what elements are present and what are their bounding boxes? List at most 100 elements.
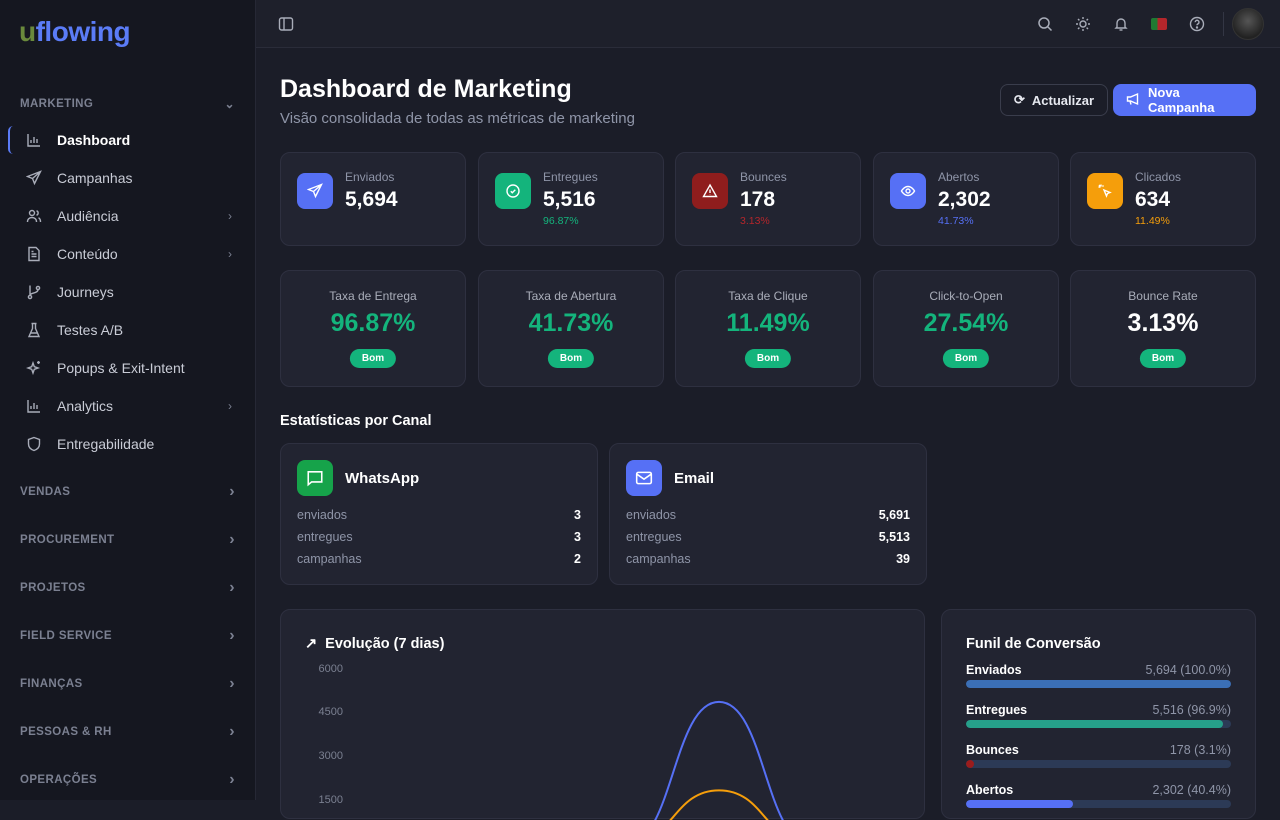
funnel-title: Funil de Conversão: [966, 636, 1101, 652]
sidebar-item-testes-a-b[interactable]: Testes A/B: [8, 314, 244, 346]
channel-name: WhatsApp: [345, 470, 420, 487]
avatar[interactable]: [1232, 8, 1264, 40]
channel-card-email: Email enviados 5,691 entregues 5,513 campanha…: [609, 443, 927, 585]
section-field-service[interactable]: FIELD SERVICE ›: [20, 627, 235, 644]
channel-stat-row: entregues 5,513: [626, 530, 910, 544]
bar-chart-icon: [24, 396, 44, 416]
funnel-bar: [966, 760, 1231, 768]
stat-label: Enviados: [345, 170, 395, 184]
series-line-enviados: [654, 700, 784, 820]
status-badge: Bom: [942, 349, 990, 368]
channels-title: Estatísticas por Canal: [280, 413, 432, 429]
shield-icon: [24, 434, 44, 454]
section-pessoas-rh[interactable]: PESSOAS & RH ›: [20, 723, 235, 740]
eye-icon: [890, 173, 926, 209]
section-finan-as[interactable]: FINANÇAS ›: [20, 675, 235, 692]
sidebar-item-popups-exit-intent[interactable]: Popups & Exit-Intent: [8, 352, 244, 384]
search-icon[interactable]: [1035, 14, 1055, 34]
bell-icon[interactable]: [1111, 14, 1131, 34]
page-title: Dashboard de Marketing: [280, 75, 572, 103]
sidebar: uflowing MARKETING ⌄ Dashboard Campanhas Au…: [0, 0, 256, 800]
help-icon[interactable]: [1187, 14, 1207, 34]
section-procurement[interactable]: PROCUREMENT ›: [20, 531, 235, 548]
chevron-right-icon: ›: [229, 579, 235, 596]
channel-stat-row: enviados 5,691: [626, 508, 910, 522]
y-tick: 3000: [318, 750, 343, 762]
trending-up-icon: ↗: [305, 636, 318, 652]
sidebar-item-conte-do[interactable]: Conteúdo ›: [8, 238, 244, 270]
funnel-bar-fill: [966, 760, 975, 768]
sidebar-item-journeys[interactable]: Journeys: [8, 276, 244, 308]
channel-stat-row: campanhas 39: [626, 552, 910, 566]
rate-label: Bounce Rate: [1128, 289, 1198, 303]
y-tick: 4500: [318, 706, 343, 718]
rate-label: Taxa de Clique: [728, 289, 808, 303]
message-square-icon: [297, 460, 333, 496]
stat-percent: 3.13%: [740, 215, 770, 227]
funnel-bar: [966, 800, 1231, 808]
flask-icon: [24, 320, 44, 340]
section-projetos[interactable]: PROJETOS ›: [20, 579, 235, 596]
stat-label: Entregues: [543, 170, 598, 184]
rate-value: 96.87%: [330, 309, 416, 337]
stat-label: Abertos: [938, 170, 980, 184]
rate-value: 11.49%: [726, 309, 810, 337]
sidebar-item-entregabilidade[interactable]: Entregabilidade: [8, 428, 244, 460]
stat-label: Clicados: [1135, 170, 1182, 184]
sidebar-item-audi-ncia[interactable]: Audiência ›: [8, 200, 244, 232]
mail-icon: [626, 460, 662, 496]
refresh-button[interactable]: ⟳ Actualizar: [1000, 84, 1109, 116]
stat-percent: 41.73%: [938, 215, 974, 227]
stat-value: 5,694: [345, 188, 398, 211]
send-icon: [24, 168, 44, 188]
new-campaign-button[interactable]: Nova Campanha: [1113, 84, 1256, 116]
funnel-bar-fill: [966, 680, 1231, 688]
stat-card: Enviados 5,694: [280, 152, 466, 246]
refresh-icon: ⟳: [1014, 92, 1025, 107]
funnel-row: Enviados 5,694 (100.0%): [966, 663, 1231, 693]
stat-card: Clicados 634 11.49%: [1070, 152, 1256, 246]
megaphone-icon: [1126, 92, 1141, 109]
sun-icon[interactable]: [1073, 14, 1093, 34]
channel-card-whatsapp: WhatsApp enviados 3 entregues 3 campanhas 2: [280, 443, 598, 585]
stat-value: 5,516: [543, 188, 596, 211]
stat-percent: 96.87%: [543, 215, 579, 227]
divider: [1223, 12, 1224, 36]
rate-label: Taxa de Entrega: [329, 289, 417, 303]
stat-card: Entregues 5,516 96.87%: [478, 152, 664, 246]
y-tick: 6000: [318, 663, 343, 675]
section-marketing[interactable]: MARKETING ⌄: [20, 97, 235, 111]
chevron-right-icon: ›: [229, 531, 235, 548]
series-line-abertos: [669, 789, 769, 820]
funnel-card: Funil de Conversão Enviados 5,694 (100.0%…: [941, 609, 1256, 819]
stat-value: 634: [1135, 188, 1171, 211]
section-opera-es[interactable]: OPERAÇÕES ›: [20, 771, 235, 788]
rate-card: Click-to-Open 27.54% Bom: [873, 270, 1059, 387]
evolution-chart-card: ↗ Evolução (7 dias) 6000 4500 3000 1500: [280, 609, 925, 820]
chevron-right-icon: ›: [229, 627, 235, 644]
rate-card: Taxa de Entrega 96.87% Bom: [280, 270, 466, 387]
stat-value: 2,302: [938, 188, 991, 211]
status-badge: Bom: [744, 349, 792, 368]
page-subtitle: Visão consolidada de todas as métricas d…: [280, 110, 635, 127]
sparkles-icon: [24, 358, 44, 378]
channel-name: Email: [674, 470, 715, 487]
flag-portugal-icon[interactable]: [1149, 14, 1169, 34]
chevron-right-icon: ›: [228, 399, 232, 413]
section-vendas[interactable]: VENDAS ›: [20, 483, 235, 500]
sidebar-item-campanhas[interactable]: Campanhas: [8, 162, 244, 194]
sidebar-toggle-icon[interactable]: [276, 14, 296, 34]
funnel-bar-fill: [966, 800, 1074, 808]
stat-value: 178: [740, 188, 776, 211]
rate-card: Taxa de Clique 11.49% Bom: [675, 270, 861, 387]
rate-value: 41.73%: [528, 309, 614, 337]
logo[interactable]: uflowing: [19, 16, 131, 47]
sidebar-item-dashboard[interactable]: Dashboard: [8, 124, 244, 156]
sidebar-item-analytics[interactable]: Analytics ›: [8, 390, 244, 422]
channel-stat-row: enviados 3: [297, 508, 581, 522]
pointer-click-icon: [1087, 173, 1123, 209]
stat-percent: 11.49%: [1135, 215, 1170, 227]
rate-card: Bounce Rate 3.13% Bom: [1070, 270, 1256, 387]
chevron-right-icon: ›: [229, 675, 235, 692]
funnel-row: Abertos 2,302 (40.4%): [966, 783, 1231, 813]
